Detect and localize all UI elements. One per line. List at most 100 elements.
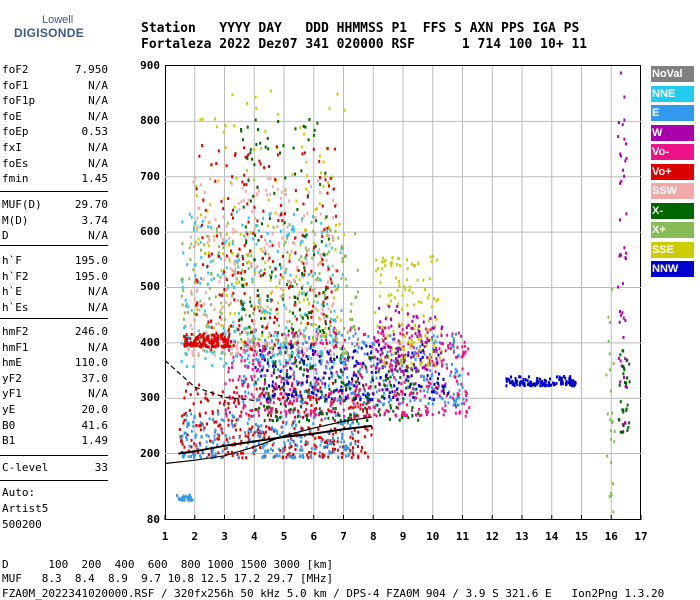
data-point bbox=[431, 254, 434, 258]
data-point bbox=[301, 260, 303, 264]
param-name: h`E bbox=[2, 285, 22, 299]
data-point bbox=[252, 362, 255, 366]
data-point bbox=[343, 447, 346, 450]
f-layer-trace bbox=[178, 424, 372, 455]
data-point bbox=[612, 510, 615, 514]
data-point bbox=[288, 309, 291, 313]
data-point bbox=[415, 387, 418, 391]
data-point bbox=[320, 354, 323, 358]
data-point bbox=[194, 274, 197, 278]
data-point bbox=[242, 282, 245, 286]
data-point bbox=[389, 406, 392, 410]
data-point bbox=[376, 357, 379, 361]
data-point bbox=[236, 347, 239, 351]
data-point bbox=[518, 375, 521, 379]
data-point bbox=[183, 418, 186, 422]
data-point bbox=[311, 366, 314, 370]
data-point bbox=[285, 268, 288, 271]
data-point bbox=[332, 330, 335, 334]
data-point bbox=[319, 253, 322, 256]
data-point bbox=[300, 145, 303, 149]
data-point bbox=[245, 364, 247, 368]
data-point bbox=[255, 448, 257, 452]
data-point bbox=[425, 363, 427, 367]
data-point bbox=[349, 328, 352, 332]
data-point bbox=[393, 352, 396, 356]
data-point bbox=[310, 342, 313, 346]
data-point bbox=[293, 407, 296, 411]
data-point bbox=[432, 350, 434, 354]
data-point bbox=[438, 356, 441, 360]
data-point bbox=[187, 449, 190, 453]
data-point bbox=[387, 293, 390, 297]
data-point bbox=[338, 222, 341, 226]
data-point bbox=[298, 345, 300, 349]
data-point bbox=[296, 334, 299, 338]
data-point bbox=[429, 363, 432, 367]
data-point bbox=[443, 384, 446, 388]
data-point bbox=[440, 327, 443, 331]
data-point bbox=[217, 437, 220, 441]
data-point bbox=[217, 343, 220, 347]
data-point bbox=[186, 438, 189, 442]
data-point bbox=[240, 308, 243, 311]
legend-item: X- bbox=[651, 202, 694, 219]
data-point bbox=[340, 370, 343, 373]
data-point bbox=[340, 309, 343, 312]
data-point bbox=[295, 199, 298, 203]
data-point bbox=[223, 330, 226, 334]
data-point bbox=[442, 388, 445, 392]
data-point bbox=[407, 379, 410, 383]
data-point bbox=[417, 418, 420, 422]
data-point bbox=[310, 451, 313, 454]
data-point bbox=[309, 271, 312, 275]
data-point bbox=[269, 346, 272, 350]
data-point bbox=[283, 221, 286, 225]
data-point bbox=[309, 411, 312, 415]
data-point bbox=[288, 259, 291, 263]
data-point bbox=[254, 366, 257, 369]
data-point bbox=[193, 226, 196, 230]
data-point bbox=[209, 177, 212, 181]
data-point bbox=[219, 423, 221, 427]
data-point bbox=[362, 333, 365, 337]
data-point bbox=[336, 399, 339, 403]
data-point bbox=[335, 332, 338, 336]
data-point bbox=[236, 391, 239, 395]
data-point bbox=[292, 387, 295, 391]
data-point bbox=[311, 288, 314, 292]
data-point bbox=[217, 337, 220, 341]
data-point bbox=[434, 364, 437, 368]
data-point bbox=[329, 275, 331, 279]
data-point bbox=[291, 423, 293, 427]
data-point bbox=[192, 402, 195, 406]
data-point bbox=[269, 193, 272, 196]
data-point bbox=[251, 157, 253, 161]
data-point bbox=[334, 248, 337, 251]
data-point bbox=[223, 317, 226, 321]
profile-line-dashed bbox=[164, 360, 255, 401]
data-point bbox=[332, 442, 335, 446]
data-point bbox=[200, 248, 202, 252]
data-point bbox=[192, 180, 195, 184]
data-point bbox=[193, 416, 196, 420]
data-point bbox=[380, 332, 383, 335]
data-point bbox=[199, 443, 202, 447]
data-point bbox=[264, 316, 267, 320]
data-point bbox=[372, 363, 375, 367]
data-point bbox=[280, 266, 282, 270]
data-point bbox=[281, 293, 284, 297]
data-point bbox=[228, 348, 230, 352]
data-point bbox=[622, 372, 625, 376]
data-point bbox=[307, 392, 310, 396]
data-point bbox=[401, 328, 404, 332]
data-point bbox=[187, 305, 190, 309]
data-point bbox=[381, 388, 384, 392]
data-point bbox=[412, 364, 415, 368]
data-point bbox=[349, 317, 352, 321]
data-point bbox=[199, 299, 202, 303]
data-point bbox=[382, 395, 385, 399]
data-point bbox=[192, 228, 195, 232]
data-point bbox=[185, 339, 188, 343]
data-point bbox=[247, 177, 250, 180]
